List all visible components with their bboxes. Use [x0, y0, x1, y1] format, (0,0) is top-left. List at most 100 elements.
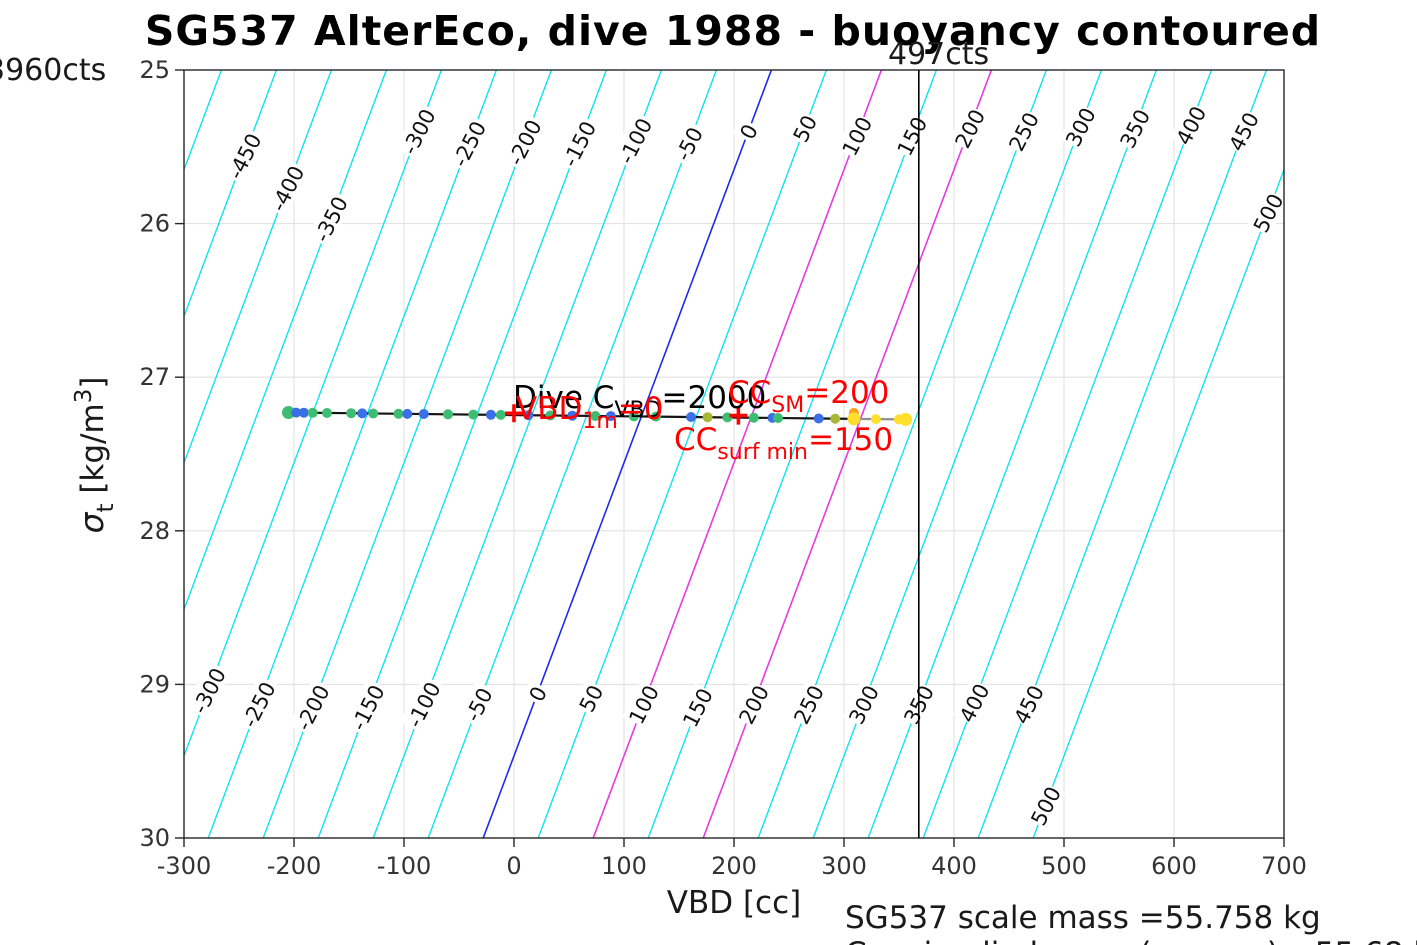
- contour-label: 400: [955, 680, 995, 727]
- annotation-dive-cvbd: Dive CVBD=2000: [513, 380, 766, 423]
- contour-label-group: -450: [220, 126, 267, 185]
- contour-label: 150: [678, 685, 718, 732]
- contour-label-group: 100: [622, 680, 664, 729]
- track-point: [830, 413, 841, 424]
- contour-label-bg: [611, 111, 658, 170]
- track-point: [650, 411, 661, 422]
- contour-label: 50: [789, 111, 823, 146]
- contour-label-group: 250: [787, 680, 829, 728]
- x-tick-label: 600: [1151, 852, 1197, 880]
- contour-label-group: 400: [1169, 101, 1211, 149]
- track-point: [357, 408, 368, 419]
- track-point: [847, 412, 861, 426]
- contour-label: 450: [1009, 682, 1049, 729]
- contour-label-group: 500: [1024, 781, 1066, 830]
- x-tick-label: 200: [711, 852, 757, 880]
- track-point: [870, 414, 881, 425]
- contour-label-bg: [622, 680, 664, 728]
- contour-label-group: -50: [667, 119, 709, 168]
- contour-label-bg: [500, 113, 547, 171]
- annotation-cc-surf-min: CCsurf min=150: [674, 422, 893, 465]
- generated-plot-layers: -450-400-350-300 -250 -200 -150 -100 -50 0 50 10…: [71, 56, 1417, 945]
- contour-label-group: -300: [185, 661, 231, 720]
- contour-label-bg: [676, 683, 718, 731]
- x-tick-label: 0: [506, 852, 521, 880]
- contour-label-bg: [555, 114, 602, 173]
- x-tick-label: -300: [157, 852, 211, 880]
- contour-label-group: 50: [786, 109, 823, 147]
- contour-label-group: -100: [611, 111, 658, 170]
- contour-label-group: -300: [394, 102, 441, 161]
- annotation-vbd-1m: VBD1m=0: [516, 391, 664, 434]
- track-point: [813, 413, 824, 424]
- track-points: [282, 406, 913, 426]
- contour-label-bg: [786, 109, 822, 147]
- track-point: [418, 409, 429, 419]
- contour-lines: [184, 70, 1284, 838]
- contour-label-group: 200: [732, 680, 774, 728]
- vline-counts-label: 497cts: [888, 37, 989, 72]
- contour-label-group: 400: [953, 678, 995, 727]
- contour-label: 250: [1004, 109, 1044, 156]
- annotation-cc-sm: CCSM=200: [728, 375, 889, 418]
- contour-label: 450: [1224, 109, 1264, 156]
- track-point: [628, 411, 639, 422]
- contour-label-bg: [572, 679, 608, 717]
- contour-label-group: 50: [572, 679, 609, 717]
- track-point: [468, 409, 479, 420]
- contour-label-bg: [1113, 104, 1155, 152]
- contour-label-bg: [948, 104, 990, 152]
- implied-mass-text: CVBD implied mass (apogee) =55.68 kg: [845, 936, 1417, 945]
- contour-label-group: 350: [1113, 104, 1156, 153]
- contour-label: 350: [1116, 106, 1156, 153]
- contour-label-bg: [343, 678, 390, 737]
- contour-label: 200: [951, 106, 991, 153]
- x-tick-label: 500: [1041, 852, 1087, 880]
- contour-label-group: 450: [1222, 107, 1264, 156]
- contour-labels: -450-400-350-300 -250 -200 -150 -100 -50 0 50 10…: [185, 101, 1288, 829]
- contour-label: 50: [575, 681, 609, 716]
- y-tick-label: 29: [139, 670, 170, 698]
- track-point: [545, 410, 556, 421]
- y-tick-label: 30: [139, 824, 170, 852]
- contour-label-bg: [953, 678, 994, 727]
- track-point: [298, 407, 309, 418]
- track-point: [282, 406, 295, 419]
- contour-label-group: 0: [521, 679, 553, 707]
- contour-label-group: -150: [343, 678, 390, 737]
- y-tick-label: 28: [139, 517, 170, 545]
- contour-label: 300: [1061, 104, 1101, 151]
- track-point: [567, 410, 578, 421]
- x-tick-label: 100: [601, 852, 647, 880]
- track-point: [686, 412, 697, 422]
- contour-line-0: [482, 70, 773, 838]
- x-tick-label: 300: [821, 852, 867, 880]
- track-point: [702, 412, 713, 423]
- scale-mass-text: SG537 scale mass =55.758 kg: [845, 900, 1321, 936]
- y-tick-label: 26: [139, 210, 170, 238]
- track-point: [899, 412, 913, 426]
- contour-label-bg: [1059, 102, 1100, 151]
- track-point: [590, 411, 601, 421]
- contour-label-group: -400: [263, 159, 310, 217]
- track-point: [291, 407, 302, 418]
- contour-label-bg: [787, 680, 829, 728]
- contour-label-group: -150: [555, 114, 602, 173]
- contour-label-group: -350: [307, 189, 353, 248]
- track-point: [773, 413, 783, 423]
- contour-label-bg: [1007, 680, 1049, 728]
- plus-markers: [505, 404, 748, 425]
- track-point: [368, 408, 379, 419]
- x-tick-label: 700: [1261, 852, 1307, 880]
- contour-label-bg: [263, 159, 310, 217]
- contour-label-bg: [1024, 781, 1066, 830]
- contour-label-group: -200: [288, 678, 335, 737]
- contour-label: 100: [624, 682, 664, 729]
- contour-label-bg: [220, 126, 267, 185]
- contour-line--450: [184, 70, 278, 319]
- y-axis-label: σt [kg/m3]: [71, 377, 119, 534]
- contour-label-bg: [185, 661, 231, 720]
- track-point: [346, 408, 357, 419]
- contour-label-bg: [890, 112, 932, 160]
